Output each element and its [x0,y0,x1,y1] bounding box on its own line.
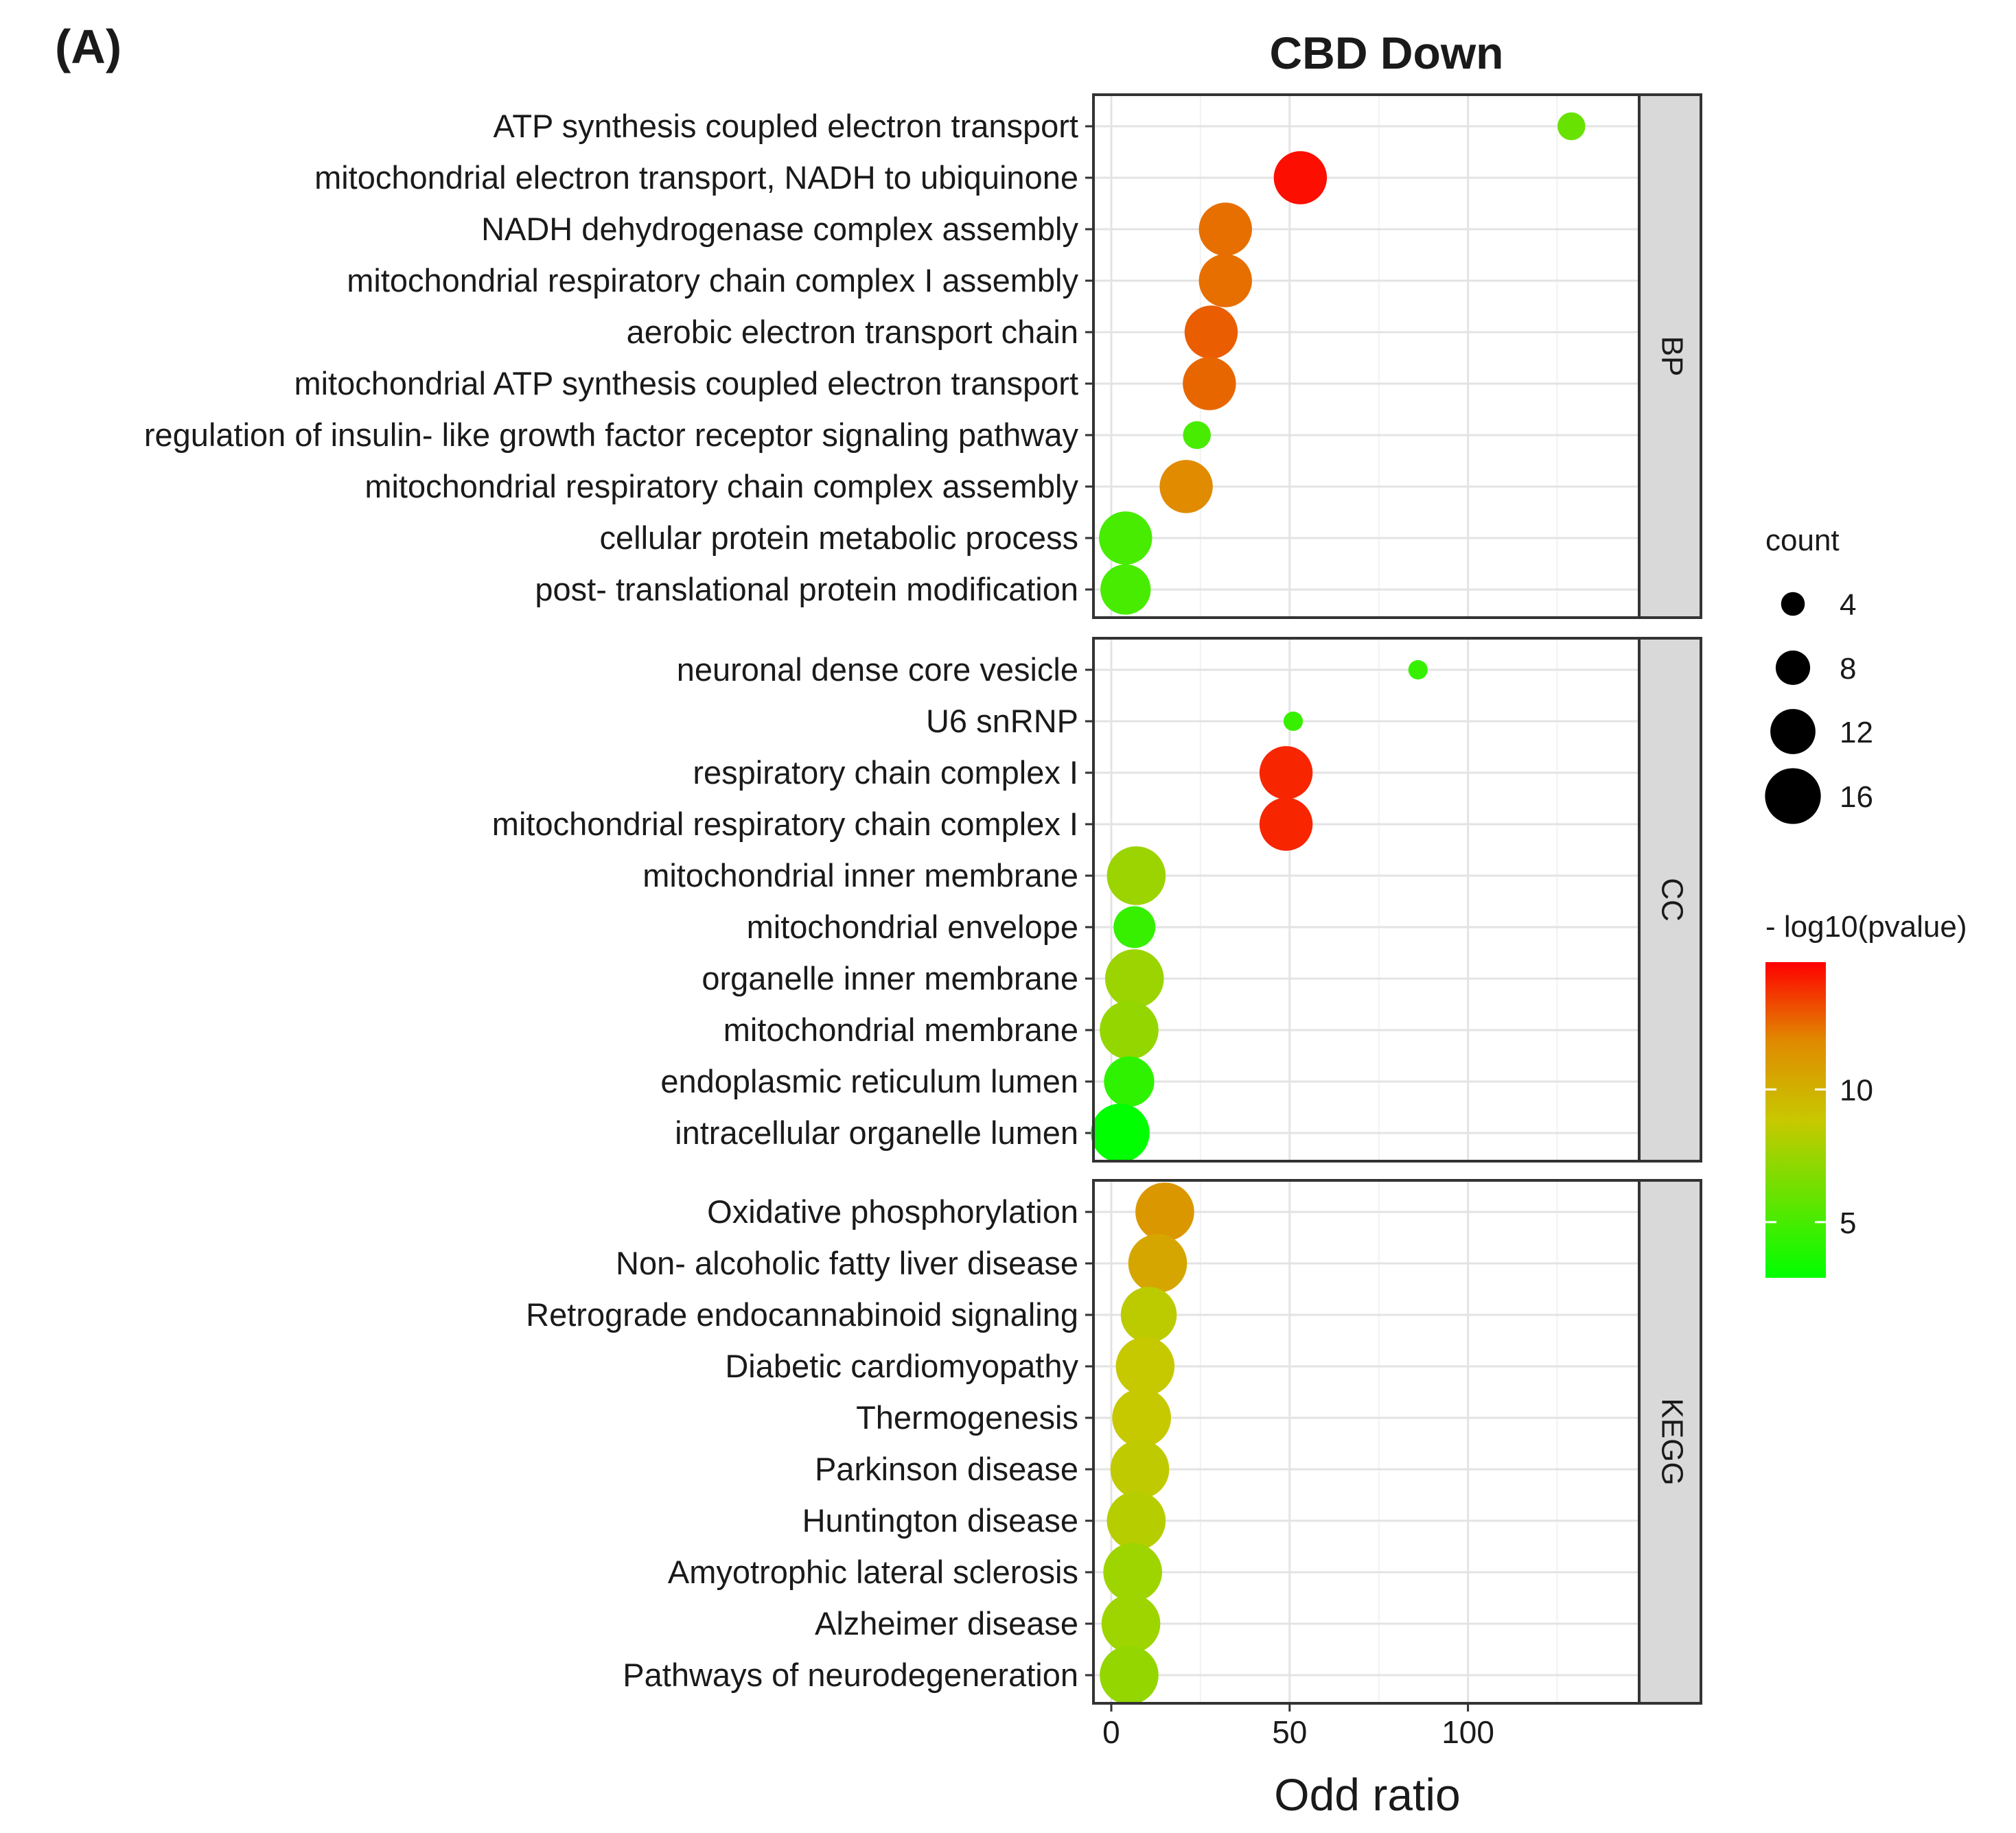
size-legend-label: 4 [1840,588,1856,622]
y-tick-label: neuronal dense core vesicle [677,651,1078,688]
color-legend-bar [1765,962,1826,1278]
y-tick-label: mitochondrial respiratory chain complex … [492,806,1078,842]
x-tick-label: 0 [1102,1714,1120,1750]
data-point [1110,1440,1170,1499]
color-legend-label: 10 [1840,1074,1873,1108]
x-tick-label: 50 [1272,1714,1307,1750]
size-legend-title: count [1765,524,1840,557]
data-point [1408,659,1428,680]
y-tick-label: mitochondrial respiratory chain complex … [364,468,1078,504]
data-point [1104,1056,1155,1107]
y-tick-label: Alzheimer disease [815,1605,1078,1642]
size-legend-key [1775,650,1811,686]
color-legend-label: 5 [1840,1206,1856,1240]
data-point [1159,460,1213,513]
data-point [1183,421,1211,450]
panel-cc: neuronal dense core vesicle U6 snRNP respi… [492,637,1702,1163]
data-point [1283,711,1304,732]
y-tick-label: mitochondrial envelope [747,909,1078,945]
y-tick-label: Non- alcoholic fatty liver disease [616,1245,1078,1281]
y-tick-label: respiratory chain complex I [693,754,1078,791]
data-point [1198,202,1252,256]
y-tick-label: aerobic electron transport chain [627,314,1078,350]
y-tick-label: Amyotrophic lateral sclerosis [668,1554,1078,1590]
chart-title: CBD Down [1270,27,1504,78]
y-tick-label: Retrograde endocannabinoid signaling [526,1296,1078,1333]
size-legend-key [1781,592,1805,616]
data-point [1100,1001,1159,1060]
facet-strip-label: BP [1655,336,1689,377]
x-tick-label: 100 [1441,1714,1494,1750]
facet-strip [1638,1179,1702,1705]
x-axis: 0 50 100 [1102,1703,1494,1750]
data-point [1128,1234,1187,1293]
y-tick-label: regulation of insulin- like growth facto… [144,417,1079,453]
panel-background [1093,95,1639,618]
y-tick-label: NADH dehydrogenase complex assembly [481,211,1078,247]
color-legend: - log10(pvalue) 5 10 [1765,910,1967,1278]
y-tick-label: Parkinson disease [815,1451,1078,1487]
y-tick-label: Diabetic cardiomyopathy [725,1348,1078,1384]
facet-strip [1638,637,1702,1163]
facet-strip [1638,93,1702,619]
data-point [1183,357,1236,410]
data-point [1099,511,1152,565]
data-point [1101,1594,1161,1653]
y-tick-label: U6 snRNP [926,703,1078,739]
color-legend-title: - log10(pvalue) [1765,910,1967,944]
size-legend-label: 16 [1840,780,1873,814]
data-point [1107,1491,1166,1550]
facet-panels: ATP synthesis coupled electron transport… [144,93,1702,1705]
y-tick-label: mitochondrial inner membrane [642,857,1078,894]
data-point [1273,151,1328,205]
data-point [1184,305,1238,359]
size-legend-label: 12 [1840,716,1873,749]
data-point [1135,1182,1194,1241]
y-tick-label: Huntington disease [802,1502,1078,1539]
y-tick-label: cellular protein metabolic process [600,519,1079,556]
data-point [1259,797,1313,851]
data-point [1112,1388,1171,1447]
y-tick-label: Oxidative phosphorylation [707,1193,1078,1230]
y-tick-label: organelle inner membrane [702,960,1078,996]
data-point [1091,1104,1150,1163]
y-tick-label: mitochondrial membrane [723,1012,1078,1048]
panel-kegg: Oxidative phosphorylation Non- alcoholic … [526,1179,1702,1705]
y-tick-label: mitochondrial ATP synthesis coupled elec… [294,365,1078,401]
y-tick-label: endoplasmic reticulum lumen [660,1063,1078,1099]
y-tick-label: Pathways of neurodegeneration [623,1657,1078,1693]
figure-label: (A) [55,20,121,73]
size-legend: count 4 8 12 16 [1765,524,1873,824]
x-axis-label: Odd ratio [1274,1769,1460,1820]
data-point [1115,1337,1175,1396]
y-tick-label: post- translational protein modification [535,571,1078,607]
y-tick-label: mitochondrial respiratory chain complex … [347,262,1078,299]
size-legend-key [1765,768,1821,824]
panel-background [1093,638,1639,1161]
data-point [1557,112,1586,141]
data-point [1113,906,1156,948]
y-tick-label: ATP synthesis coupled electron transport [493,108,1078,144]
y-tick-label: Thermogenesis [856,1399,1078,1436]
facet-strip-label: KEGG [1655,1398,1689,1485]
data-point [1120,1287,1177,1343]
size-legend-label: 8 [1840,652,1856,686]
size-legend-key [1770,709,1816,754]
data-point [1259,746,1313,799]
data-point [1103,1543,1162,1602]
data-point [1107,846,1166,905]
data-point [1198,254,1252,307]
data-point [1100,1646,1159,1705]
y-tick-label: intracellular organelle lumen [675,1114,1078,1151]
data-point [1104,949,1164,1008]
y-tick-label: mitochondrial electron transport, NADH t… [314,159,1078,196]
facet-strip-label: CC [1655,878,1689,922]
data-point [1100,564,1151,615]
panel-bp: ATP synthesis coupled electron transport… [144,93,1702,619]
